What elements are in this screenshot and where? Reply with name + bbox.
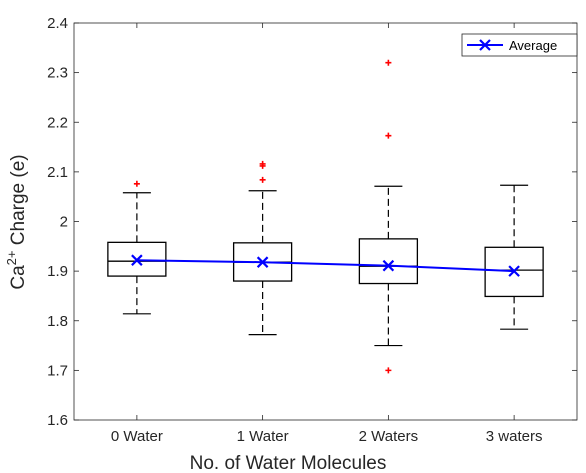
y-tick-label: 1.7	[47, 362, 68, 379]
box-iqr	[107, 241, 167, 277]
outlier-point	[259, 176, 266, 183]
x-tick-label: 1 Water	[237, 428, 289, 445]
legend-box	[461, 33, 578, 57]
y-tick-label: 1.6	[47, 412, 68, 429]
y-tick-label: 1.8	[47, 313, 68, 330]
average-series-layer	[131, 254, 520, 277]
average-point	[256, 256, 269, 268]
legend: Average	[461, 33, 578, 57]
x-tick-label: 2 Waters	[359, 428, 418, 445]
average-point	[508, 265, 520, 277]
y-tick-label: 2	[60, 214, 68, 231]
average-line	[136, 259, 515, 273]
x-tick-label: 0 Water	[111, 428, 163, 445]
outlier-point	[385, 59, 392, 66]
x-tick-label: 3 waters	[486, 428, 543, 445]
y-tick-label: 2.2	[47, 114, 68, 131]
legend-x-marker	[479, 39, 491, 51]
average-point	[382, 259, 395, 272]
outlier-point	[259, 160, 266, 167]
y-axis-label: Ca2+ Charge (e)	[4, 154, 29, 289]
plot-area	[73, 22, 578, 421]
box-iqr	[484, 246, 544, 298]
y-tick-label: 1.9	[47, 263, 68, 280]
outlier-point	[133, 180, 140, 187]
outlier-point	[385, 367, 392, 374]
y-tick-label: 2.4	[47, 15, 68, 32]
average-point	[131, 254, 143, 266]
axes-frame	[73, 22, 578, 421]
outlier-point	[385, 132, 392, 139]
x-axis-ticks: 0 Water 1 Water 2 Waters 3 waters	[111, 23, 543, 445]
boxes-layer	[107, 59, 544, 374]
box-iqr	[358, 238, 419, 285]
y-tick-label: 2.1	[47, 164, 68, 181]
x-axis-label: No. of Water Molecules	[190, 453, 387, 473]
y-axis-ticks: 1.6 1.7 1.8 1.9 2 2.1 2.2 2.3 2.4	[47, 15, 577, 429]
y-tick-label: 2.3	[47, 65, 68, 82]
legend-label-average: Average	[509, 38, 557, 53]
